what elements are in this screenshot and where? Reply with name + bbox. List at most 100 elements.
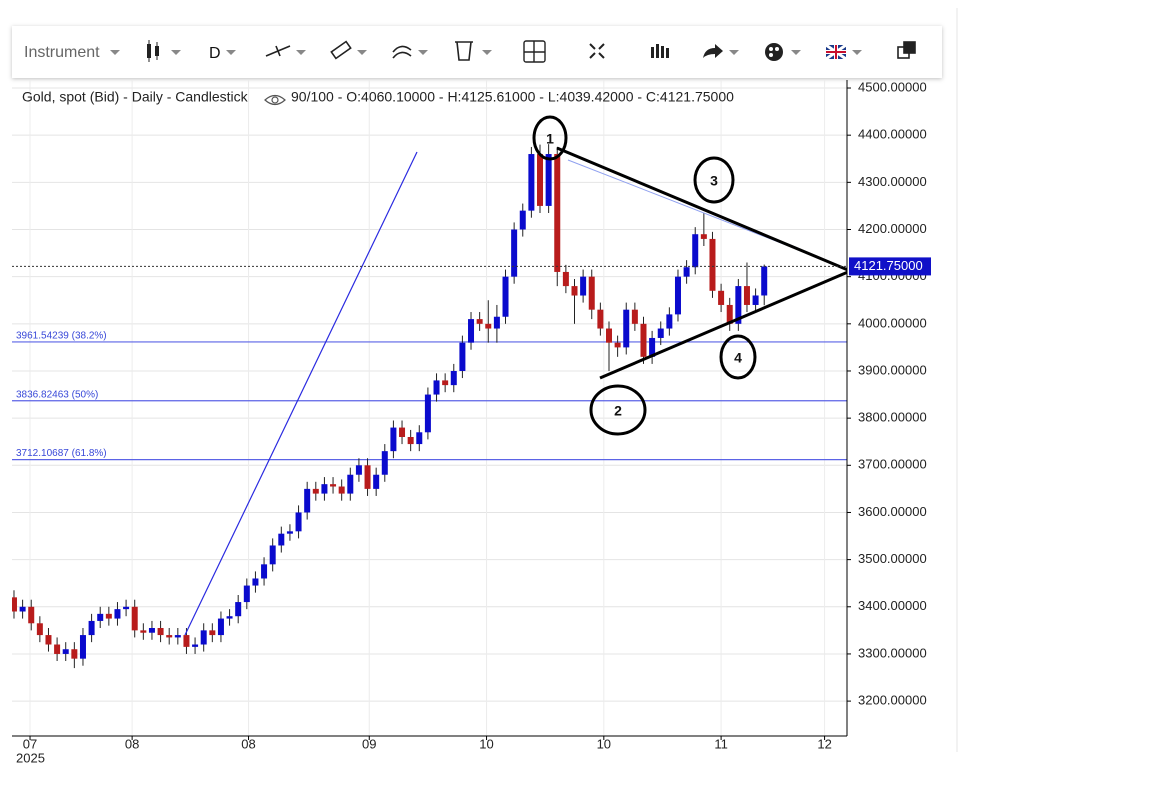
candle-body: [71, 649, 78, 659]
triangle-lower-line: [599, 270, 847, 380]
candle-body: [157, 628, 164, 636]
popout-button[interactable]: [897, 41, 916, 59]
x-tick-label: 10: [597, 736, 611, 751]
candle-body: [666, 314, 673, 329]
candle-body: [761, 266, 768, 296]
candle-body: [502, 276, 509, 317]
y-tick-label: 3200.00000: [858, 693, 927, 708]
annotation-label: 4: [734, 350, 742, 366]
candle-body: [88, 620, 95, 636]
period-button[interactable]: D: [209, 45, 221, 62]
candle-body: [674, 276, 681, 315]
candle-body: [148, 628, 155, 633]
candle-body: [588, 276, 595, 310]
candle-body: [373, 474, 380, 489]
chart-type-button[interactable]: [147, 40, 181, 62]
candle-body: [649, 337, 656, 357]
candle-body: [131, 606, 138, 631]
y-tick-label: 3500.00000: [858, 551, 927, 566]
theme-button[interactable]: [765, 43, 801, 61]
visibility-icon[interactable]: [264, 94, 286, 106]
annotation-circle: [589, 384, 647, 436]
candle-body: [226, 616, 233, 619]
candle-body: [355, 465, 362, 475]
candle-body: [743, 286, 750, 305]
y-tick-label: 3900.00000: [858, 362, 927, 377]
candle-body: [580, 276, 587, 296]
candle-body: [640, 323, 647, 357]
y-tick-label: 4200.00000: [858, 221, 927, 236]
candle-body: [79, 635, 86, 659]
y-tick-label: 3400.00000: [858, 598, 927, 613]
candle-body: [338, 486, 345, 494]
candle-body: [433, 380, 440, 395]
candle-body: [321, 484, 328, 494]
fib-level-label: 3712.10687 (61.8%): [16, 448, 107, 459]
fib-level-label: 3961.54239 (38.2%): [16, 331, 107, 342]
candle-body: [381, 451, 388, 475]
candle-body: [278, 533, 285, 546]
candle-body: [545, 154, 552, 206]
candle-body: [304, 488, 311, 513]
candle-body: [485, 323, 492, 329]
candle-body: [12, 597, 17, 612]
last-price-tag: [849, 257, 931, 276]
candle-body: [286, 531, 293, 534]
dropdown-arrow: [110, 50, 120, 55]
candle-body: [62, 649, 69, 654]
candle-body: [623, 309, 630, 348]
language-button[interactable]: [825, 43, 862, 61]
draw-tool-button[interactable]: [265, 45, 306, 57]
candle-body: [36, 623, 43, 636]
candle-body: [45, 635, 52, 645]
candle-body: [476, 319, 483, 324]
y-tick-label: 4300.00000: [858, 174, 927, 189]
candle-body: [683, 267, 690, 277]
candle-body: [174, 635, 181, 638]
volume-button[interactable]: [651, 44, 669, 58]
fib-level-label: 3836.82463 (50%): [16, 389, 98, 400]
candle-body: [192, 644, 199, 647]
candle-body: [97, 613, 104, 621]
measure-button[interactable]: [330, 40, 367, 60]
y-tick-label: 3700.00000: [858, 457, 927, 472]
candle-body: [735, 286, 742, 324]
y-tick-label: 4400.00000: [858, 127, 927, 142]
candle-body: [261, 564, 268, 579]
x-tick-label: 08: [241, 736, 255, 751]
share-button[interactable]: [703, 44, 739, 58]
candle-body: [54, 644, 61, 654]
y-tick-label: 4000.00000: [858, 315, 927, 330]
indicator-button[interactable]: [392, 45, 428, 59]
candle-body: [19, 606, 26, 612]
candle-body: [726, 304, 733, 324]
annotation-label: 3: [710, 173, 718, 189]
candle-body: [614, 342, 621, 348]
drawings: [184, 146, 847, 636]
candle-body: [390, 427, 397, 452]
candle-body: [407, 437, 414, 445]
candle-body: [605, 328, 612, 343]
candle-body: [493, 316, 500, 329]
candle-body: [330, 484, 337, 487]
triangle-upper-line: [556, 146, 847, 272]
candle-body: [114, 609, 121, 619]
annotation-circle: [693, 156, 735, 204]
candle-body: [519, 210, 526, 230]
candle-body: [442, 380, 449, 386]
candle-body: [200, 630, 207, 645]
candle-body: [364, 465, 371, 489]
last-price-label: 4121.75000: [854, 258, 923, 273]
candle-body: [450, 370, 457, 386]
delete-button[interactable]: [455, 41, 492, 61]
y-tick-label: 4500.00000: [858, 79, 927, 94]
candles: [12, 144, 768, 669]
candle-body: [752, 295, 759, 305]
fullscreen-button[interactable]: [589, 43, 605, 59]
candle-body: [140, 630, 147, 633]
candle-body: [718, 290, 725, 305]
candle-body: [123, 606, 130, 610]
candle-body: [537, 154, 544, 206]
crosshair-button[interactable]: [523, 40, 546, 63]
instrument-button[interactable]: Instrument: [24, 44, 100, 61]
